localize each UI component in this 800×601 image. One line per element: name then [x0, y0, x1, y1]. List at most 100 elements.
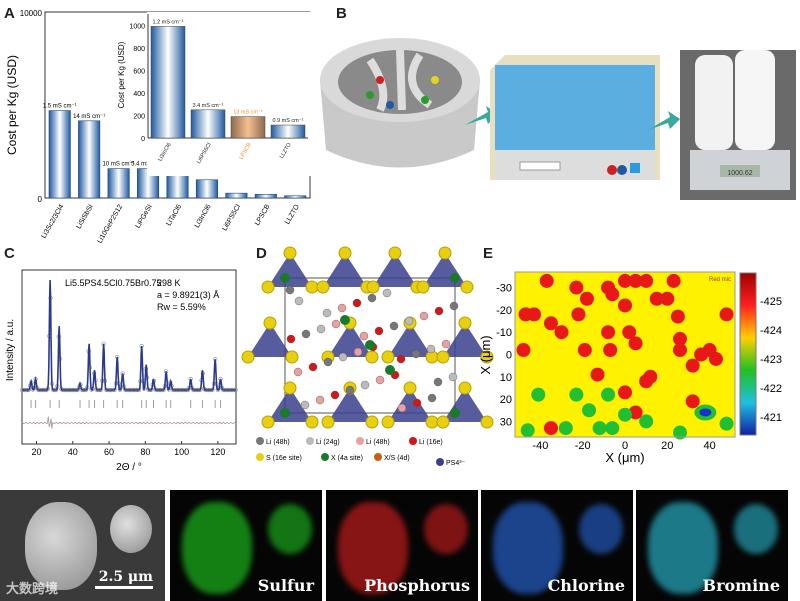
hotspot-green [558, 421, 573, 436]
eds-map-sulfur: Sulfur [170, 490, 322, 601]
x-tick-label: LiPGeSI [135, 203, 154, 229]
panel-label-c: C [4, 245, 15, 262]
element-label: Phosphorus [364, 576, 470, 595]
legend-marker [306, 437, 314, 445]
x-tick-label: 20 [32, 447, 42, 457]
y-axis-label: X (μm) [478, 335, 493, 374]
sulfur-atom [388, 246, 402, 260]
ps4-tetrahedron [323, 253, 367, 287]
sulfur-atom [381, 415, 395, 429]
x-tick-label: LiTaCl6 [165, 203, 183, 227]
lithium-atom [300, 400, 310, 410]
sulfur-atom [458, 316, 472, 330]
hotspot-green [569, 387, 584, 402]
difference-curve [21, 416, 237, 429]
sulfur-atom [416, 280, 430, 294]
inset-y-tick: 200 [133, 113, 145, 120]
x-tick-label: 100 [174, 447, 189, 457]
compound-formula: Li5.5PS4.5Cl0.75Br0.75 [65, 278, 162, 288]
x-tick-label: Li3Sc2/3Cl4 [41, 203, 66, 239]
hotspot-red [571, 307, 586, 322]
ps4-tetrahedron [373, 253, 417, 287]
sulfur-atom [305, 280, 319, 294]
inset-y-tick: 1000 [129, 23, 145, 30]
hotspot-red [628, 405, 643, 420]
element-signal [268, 504, 312, 554]
legend-label: X (4a site) [331, 455, 363, 462]
bar-annotation: 10 mS cm⁻¹ [103, 162, 135, 168]
bar-annotation: 1.5 mS cm⁻¹ [43, 104, 77, 110]
bar [166, 175, 189, 199]
inset-bar-annotation: 0.9 mS cm⁻¹ [272, 118, 303, 124]
lithium-atom [427, 393, 437, 403]
ps4-tetrahedron [388, 388, 432, 422]
hotspot-red [670, 309, 685, 324]
element-signal [424, 504, 468, 554]
hotspot-green [531, 387, 546, 402]
hotspot-red [603, 343, 618, 358]
legend-label: Red mic [709, 277, 731, 283]
lithium-atom [360, 380, 370, 390]
sulfur-atom [403, 381, 417, 395]
inset-bar [230, 116, 266, 139]
sulfur-atom [436, 350, 450, 364]
y-tick-label: -20 [496, 305, 512, 317]
observed-point [215, 387, 220, 393]
sulfur-atom [436, 415, 450, 429]
halide-atom [280, 273, 290, 283]
hotspot-green [601, 387, 616, 402]
lithium-atom [294, 296, 304, 306]
legend-marker [256, 453, 264, 461]
x-tick-label: 60 [104, 447, 114, 457]
sulfur-atom [285, 350, 299, 364]
lithium-atom [359, 331, 369, 341]
halide-atom [450, 408, 460, 418]
element-signal [648, 502, 718, 594]
lithium-atom [367, 293, 377, 303]
raman-heatmap: -40 -20 0 20 40 -30 -20 -10 0 10 20 30 X (μm) X (μm) R… [478, 271, 782, 465]
lithium-atom [397, 403, 407, 413]
xrd-refinement-chart: 20 40 60 80 100 120 2Θ / ° Intensity / a.u. Li5.… [5, 269, 238, 473]
ps4-tetrahedron [388, 323, 432, 357]
x-tick-label: 120 [210, 447, 225, 457]
balance-photo: 1000.62 [680, 50, 796, 200]
halide-atom [450, 273, 460, 283]
sulfur-atom [438, 246, 452, 260]
lithium-atom [382, 288, 392, 298]
element-label: Bromine [702, 576, 780, 595]
sulfur-atom [460, 280, 474, 294]
x-tick-label: 80 [140, 447, 150, 457]
eds-map-bromine: Bromine [636, 490, 788, 601]
lithium-atom [448, 372, 458, 382]
hotspot-red [685, 394, 700, 409]
lithium-atom [285, 285, 295, 295]
lithium-atom [374, 326, 384, 336]
hotspot-red [601, 325, 616, 340]
x-tick-label: 0 [622, 440, 628, 452]
eds-map-phosphorus: Phosphorus [326, 490, 478, 601]
lithium-atom [338, 352, 348, 362]
hotspot-red [666, 273, 681, 288]
lithium-atom [419, 311, 429, 321]
hotspot-red [673, 331, 687, 346]
sulfur-atom [283, 381, 297, 395]
y-tick-label: 10000 [20, 9, 43, 18]
element-label: Sulfur [257, 576, 314, 595]
x-tick-label: Li3InCl6 [194, 203, 213, 229]
hotspot-green [673, 425, 687, 440]
sulfur-atom [480, 415, 494, 429]
inset-bar-annotation: 13 mS cm⁻¹ [233, 110, 263, 116]
inset-bar [270, 124, 306, 139]
halide-atom [340, 315, 350, 325]
ps4-tetrahedron [328, 323, 372, 357]
lithium-atom [441, 339, 451, 349]
y-tick-label: -30 [496, 283, 512, 295]
sulfur-atom [321, 415, 335, 429]
calculated-curve [22, 279, 236, 392]
hotspot-green [618, 407, 632, 422]
arrow-icon [465, 106, 498, 125]
hotspot-red [639, 273, 654, 288]
bar [78, 120, 101, 199]
lithium-atom [293, 367, 303, 377]
